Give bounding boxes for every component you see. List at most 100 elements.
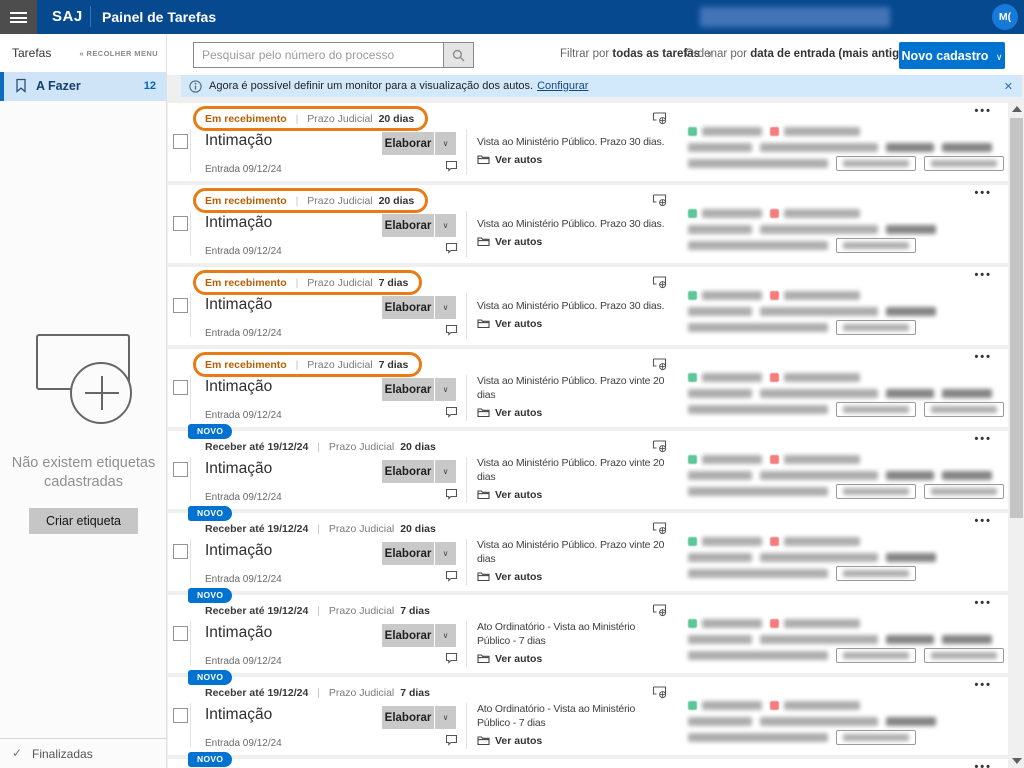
task-title: Intimação [205, 378, 273, 395]
comment-icon[interactable] [445, 488, 458, 500]
status-text: Em recebimento [205, 359, 287, 371]
hamburger-menu-button[interactable] [0, 0, 37, 34]
ver-autos-link[interactable]: Ver autos [477, 571, 669, 583]
scroll-down-arrow[interactable] [1012, 758, 1022, 764]
comment-icon[interactable] [445, 734, 458, 746]
monitor-settings-icon[interactable] [652, 685, 668, 699]
monitor-settings-icon[interactable] [652, 193, 668, 207]
ver-autos-link[interactable]: Ver autos [477, 154, 669, 166]
folder-icon [477, 319, 490, 329]
elaborar-button[interactable]: Elaborar [382, 460, 434, 483]
close-icon[interactable]: ✕ [1003, 80, 1013, 93]
monitor-settings-icon[interactable] [652, 603, 668, 617]
monitor-settings-icon[interactable] [652, 111, 668, 125]
card-menu-button[interactable]: ••• [974, 761, 992, 768]
action-chevron-button[interactable]: ∨ [435, 624, 456, 647]
comment-icon[interactable] [445, 652, 458, 664]
task-card: NOVO Em recebimento | Prazo Judicial 20 … [168, 103, 1008, 181]
elaborar-button[interactable]: Elaborar [382, 706, 434, 729]
comment-icon[interactable] [445, 242, 458, 254]
red-tag-icon [770, 208, 779, 218]
new-record-button[interactable]: Novo cadastro ∨ [899, 42, 1005, 69]
task-checkbox[interactable] [173, 216, 188, 231]
action-chevron-button[interactable]: ∨ [435, 132, 456, 155]
banner-configure-link[interactable]: Configurar [537, 80, 589, 92]
chevron-down-icon: ∨ [706, 49, 713, 59]
task-checkbox[interactable] [173, 380, 188, 395]
card-menu-button[interactable]: ••• [974, 597, 992, 609]
card-menu-button[interactable]: ••• [974, 105, 992, 117]
card-menu-button[interactable]: ••• [974, 351, 992, 363]
elaborar-button[interactable]: Elaborar [382, 296, 434, 319]
elaborar-button[interactable]: Elaborar [382, 214, 434, 237]
monitor-settings-icon[interactable] [652, 521, 668, 535]
redacted-case-line [688, 221, 974, 237]
elaborar-button[interactable]: Elaborar [382, 542, 434, 565]
card-menu-button[interactable]: ••• [974, 679, 992, 691]
task-checkbox[interactable] [173, 626, 188, 641]
action-chevron-button[interactable]: ∨ [435, 542, 456, 565]
info-icon [189, 79, 202, 93]
redacted-pill [924, 483, 1004, 499]
deadline-value: 20 dias [400, 523, 436, 535]
action-chevron-button[interactable]: ∨ [435, 706, 456, 729]
elaborar-button[interactable]: Elaborar [382, 378, 434, 401]
card-menu-button[interactable]: ••• [974, 515, 992, 527]
scrollbar-thumb[interactable] [1010, 118, 1023, 518]
sidebar-item-finalizadas[interactable]: ✓ Finalizadas [0, 738, 166, 768]
card-menu-button[interactable]: ••• [974, 187, 992, 199]
card-menu-button[interactable]: ••• [974, 269, 992, 281]
redacted-case-details [688, 697, 974, 745]
status-text: Receber até 19/12/24 [205, 441, 309, 453]
monitor-settings-icon[interactable] [652, 357, 668, 371]
task-description: Vista ao Ministério Público. Prazo vinte… [477, 539, 665, 565]
comment-icon[interactable] [445, 324, 458, 336]
sort-dropdown[interactable]: Ordenar por data de entrada (mais antiga… [685, 48, 929, 60]
check-icon: ✓ [12, 746, 23, 760]
card-menu-button[interactable]: ••• [974, 433, 992, 445]
search-input[interactable] [193, 42, 444, 68]
action-chevron-button[interactable]: ∨ [435, 296, 456, 319]
new-badge: NOVO [188, 424, 233, 439]
separator: | [317, 441, 320, 453]
avatar[interactable]: M( [992, 4, 1018, 30]
filter-value: todas as tarefas [612, 48, 700, 60]
task-checkbox[interactable] [173, 708, 188, 723]
task-card: NOVO Receber até 19/12/24 | Prazo Judici… [168, 752, 1008, 768]
action-chevron-button[interactable]: ∨ [435, 214, 456, 237]
elaborar-button[interactable]: Elaborar [382, 624, 434, 647]
redacted-tags-line [688, 369, 974, 385]
ver-autos-link[interactable]: Ver autos [477, 653, 669, 665]
task-checkbox[interactable] [173, 544, 188, 559]
labels-empty-state: Não existem etiquetas cadastradas Criar … [0, 334, 167, 534]
task-checkbox[interactable] [173, 462, 188, 477]
comment-icon[interactable] [445, 406, 458, 418]
monitor-settings-icon[interactable] [652, 275, 668, 289]
sidebar-item-a-fazer[interactable]: A Fazer 12 [0, 72, 166, 101]
action-chevron-button[interactable]: ∨ [435, 460, 456, 483]
elaborar-button[interactable]: Elaborar [382, 132, 434, 155]
ver-autos-link[interactable]: Ver autos [477, 735, 669, 747]
brand-logo: SAJ [52, 8, 83, 25]
collapse-menu-button[interactable]: « RECOLHER MENU [79, 49, 158, 58]
create-label-button[interactable]: Criar etiqueta [28, 507, 139, 534]
action-chevron-button[interactable]: ∨ [435, 378, 456, 401]
monitor-settings-icon[interactable] [652, 439, 668, 453]
ver-autos-link[interactable]: Ver autos [477, 489, 669, 501]
scroll-up-arrow[interactable] [1012, 106, 1022, 112]
search-button[interactable] [444, 42, 474, 68]
ver-autos-link[interactable]: Ver autos [477, 407, 669, 419]
task-title: Intimação [205, 624, 273, 641]
comment-icon[interactable] [445, 570, 458, 582]
redacted-tags-line [688, 205, 974, 221]
deadline-label: Prazo Judicial [328, 605, 395, 617]
status-row: Receber até 19/12/24 | Prazo Judicial 7 … [205, 605, 430, 617]
deadline-value: 20 dias [400, 441, 436, 453]
task-checkbox[interactable] [173, 298, 188, 313]
ver-autos-link[interactable]: Ver autos [477, 318, 669, 330]
ver-autos-link[interactable]: Ver autos [477, 236, 669, 248]
red-tag-icon [770, 290, 779, 300]
filter-dropdown[interactable]: Filtrar por todas as tarefas ∨ [560, 48, 713, 60]
comment-icon[interactable] [445, 160, 458, 172]
task-checkbox[interactable] [173, 134, 188, 149]
